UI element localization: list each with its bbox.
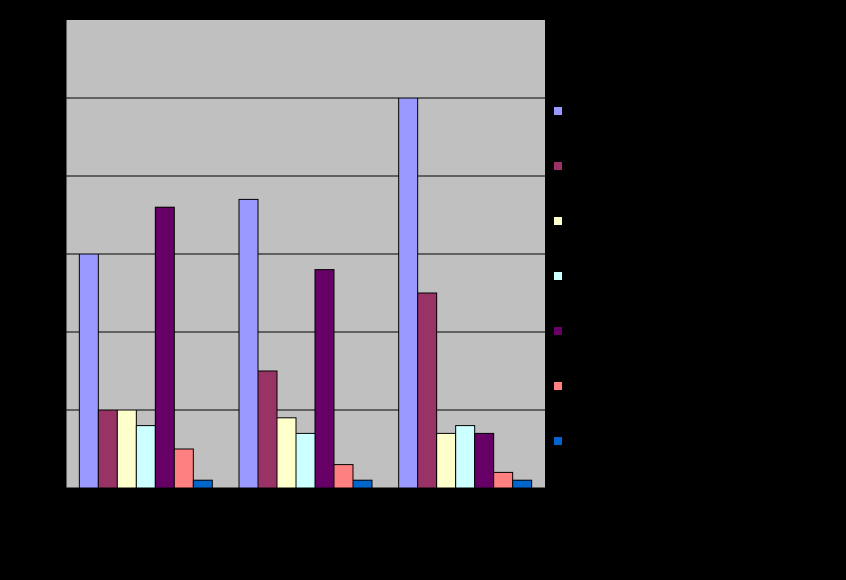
bar xyxy=(493,471,514,489)
bar xyxy=(474,432,495,489)
gridlines xyxy=(66,97,545,411)
legend xyxy=(554,107,562,445)
y-tick-label: 10 xyxy=(45,325,59,339)
bar xyxy=(314,269,335,489)
bar xyxy=(97,409,118,489)
bar xyxy=(78,253,99,489)
bar xyxy=(154,206,175,489)
bar xyxy=(173,448,194,489)
legend-swatch xyxy=(554,382,562,390)
y-tick-label: 15 xyxy=(45,247,59,261)
bar xyxy=(276,417,297,489)
bar xyxy=(455,425,476,489)
legend-swatch xyxy=(554,327,562,335)
bar xyxy=(398,97,419,489)
bar xyxy=(333,464,354,489)
bar xyxy=(238,198,259,489)
bar xyxy=(135,425,156,489)
bar xyxy=(295,432,316,489)
legend-swatch xyxy=(554,272,562,280)
axes: 0 5 10 15 20 25 30 xyxy=(45,13,546,495)
bar xyxy=(417,292,438,489)
bar xyxy=(512,479,533,489)
bar xyxy=(436,432,457,489)
bar xyxy=(352,479,373,489)
legend-swatch xyxy=(554,217,562,225)
y-tick-label: 5 xyxy=(51,403,58,417)
legend-swatch xyxy=(554,162,562,170)
bar xyxy=(192,479,213,489)
legend-swatch xyxy=(554,107,562,115)
y-tick-label: 0 xyxy=(51,481,58,495)
y-tick-label: 30 xyxy=(45,13,59,27)
y-tick-label: 25 xyxy=(45,91,59,105)
legend-swatch xyxy=(554,437,562,445)
y-tick-label: 20 xyxy=(45,169,59,183)
bar xyxy=(116,409,137,489)
bar xyxy=(257,370,278,489)
